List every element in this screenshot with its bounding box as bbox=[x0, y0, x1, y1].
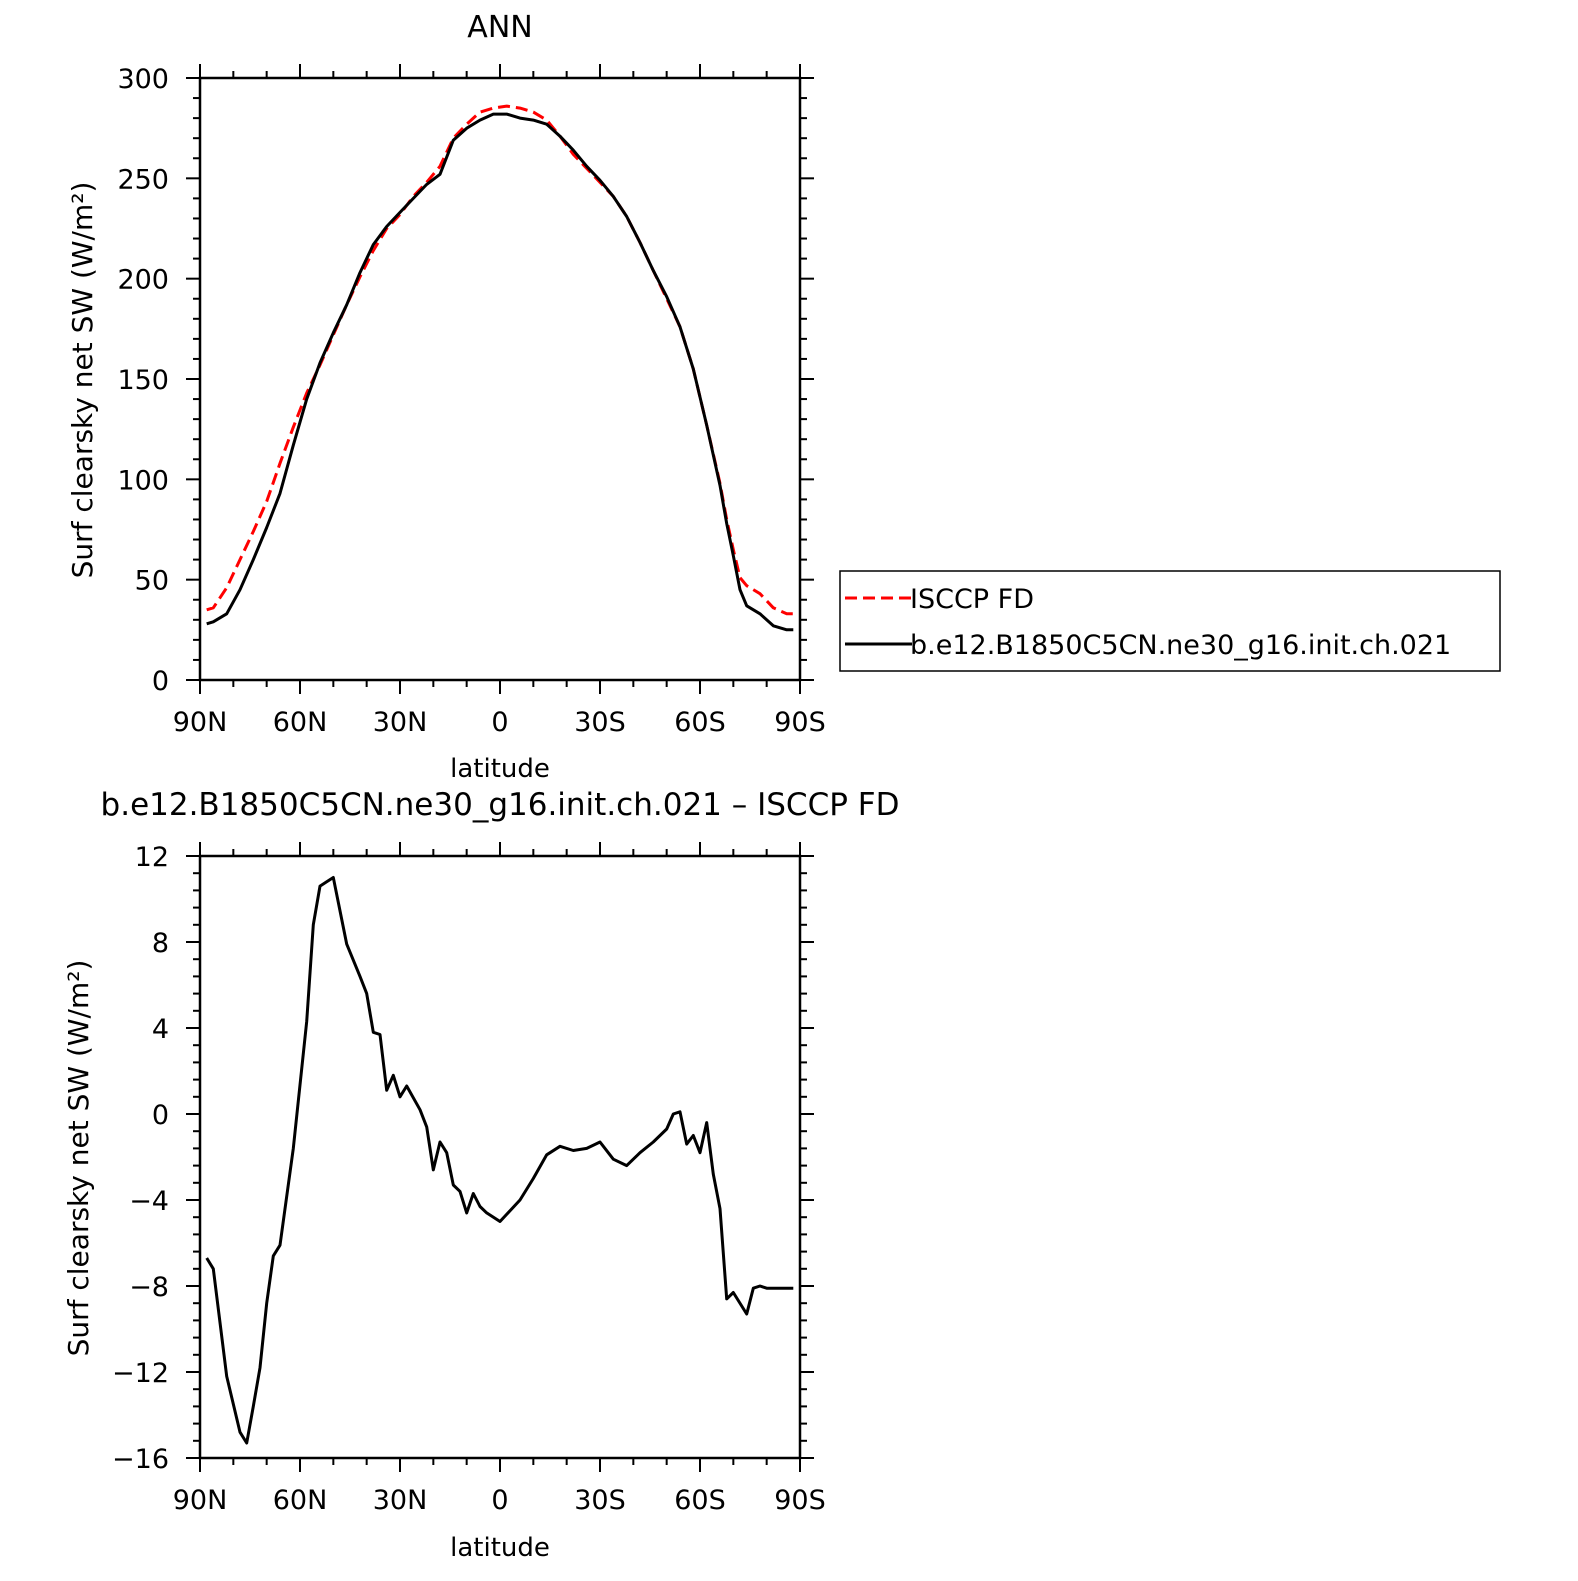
bottom-axis-ticks: 90N 60N 30N 0 30S 60S 90S −16 −12 −8 −4 0 4 8 12 bbox=[112, 842, 826, 1516]
top-x-axis-label: latitude bbox=[450, 754, 550, 784]
top-x-tick-label: 90S bbox=[774, 707, 826, 738]
bottom-y-tick-label: −12 bbox=[112, 1358, 169, 1389]
bottom-x-tick-label: 0 bbox=[491, 1485, 508, 1516]
bottom-series-group bbox=[205, 876, 794, 1445]
bottom-x-tick-label: 60N bbox=[273, 1485, 328, 1516]
bottom-y-tick-label: 4 bbox=[152, 1014, 169, 1045]
bottom-x-tick-label: 90N bbox=[173, 1485, 228, 1516]
bottom-y-tick-label: −16 bbox=[112, 1444, 169, 1475]
legend-box bbox=[839, 570, 1501, 672]
bottom-y-tick-label: 8 bbox=[152, 928, 169, 959]
legend-label-isccp-fd: ISCCP FD bbox=[910, 584, 1034, 615]
top-y-axis-label: Surf clearsky net SW (W/m²) bbox=[66, 182, 99, 579]
top-y-tick-label: 200 bbox=[117, 265, 169, 296]
bottom-x-tick-label: 90S bbox=[774, 1485, 826, 1516]
top-y-tick-label: 250 bbox=[117, 164, 169, 195]
legend: ISCCP FD b.e12.B1850C5CN.ne30_g16.init.c… bbox=[839, 570, 1501, 672]
top-series-group bbox=[206, 104, 794, 632]
top-y-tick-label: 150 bbox=[117, 365, 169, 396]
top-y-tick-label: 100 bbox=[117, 465, 169, 496]
top-x-tick-label: 30S bbox=[574, 707, 626, 738]
top-x-tick-label: 60N bbox=[273, 707, 328, 738]
bottom-x-axis-label: latitude bbox=[450, 1533, 550, 1563]
panel-top-chart: ANN 90N 60N 30N 0 30S 60S 90S 0 50 100 150 200 250 30… bbox=[66, 10, 826, 784]
top-chart-title: ANN bbox=[467, 10, 532, 45]
legend-label-model: b.e12.B1850C5CN.ne30_g16.init.ch.021 bbox=[910, 630, 1451, 661]
bottom-x-tick-label: 30N bbox=[373, 1485, 428, 1516]
top-y-tick-label: 300 bbox=[117, 64, 169, 95]
bottom-y-tick-label: 0 bbox=[152, 1100, 169, 1131]
bottom-x-tick-label: 60S bbox=[674, 1485, 726, 1516]
top-x-tick-label: 90N bbox=[173, 707, 228, 738]
top-axis-ticks: 90N 60N 30N 0 30S 60S 90S 0 50 100 150 200 250 300 bbox=[117, 64, 826, 738]
top-x-tick-label: 30N bbox=[373, 707, 428, 738]
bottom-chart-title: b.e12.B1850C5CN.ne30_g16.init.ch.021 – I… bbox=[101, 787, 900, 823]
top-y-tick-label: 0 bbox=[152, 666, 169, 697]
bottom-x-tick-label: 30S bbox=[574, 1485, 626, 1516]
top-x-tick-label: 0 bbox=[491, 707, 508, 738]
top-plot-frame bbox=[198, 76, 802, 682]
bottom-y-tick-label: −8 bbox=[129, 1272, 169, 1303]
panel-bottom-chart: b.e12.B1850C5CN.ne30_g16.init.ch.021 – I… bbox=[62, 787, 899, 1563]
top-y-tick-label: 50 bbox=[135, 566, 169, 597]
top-series-line-0 bbox=[206, 104, 794, 616]
bottom-y-tick-label: −4 bbox=[129, 1186, 169, 1217]
top-series-line-1 bbox=[206, 112, 794, 632]
bottom-y-tick-label: 12 bbox=[135, 842, 169, 873]
bottom-series-line-0 bbox=[205, 876, 794, 1445]
top-x-tick-label: 60S bbox=[674, 707, 726, 738]
bottom-y-axis-label: Surf clearsky net SW (W/m²) bbox=[62, 960, 95, 1357]
